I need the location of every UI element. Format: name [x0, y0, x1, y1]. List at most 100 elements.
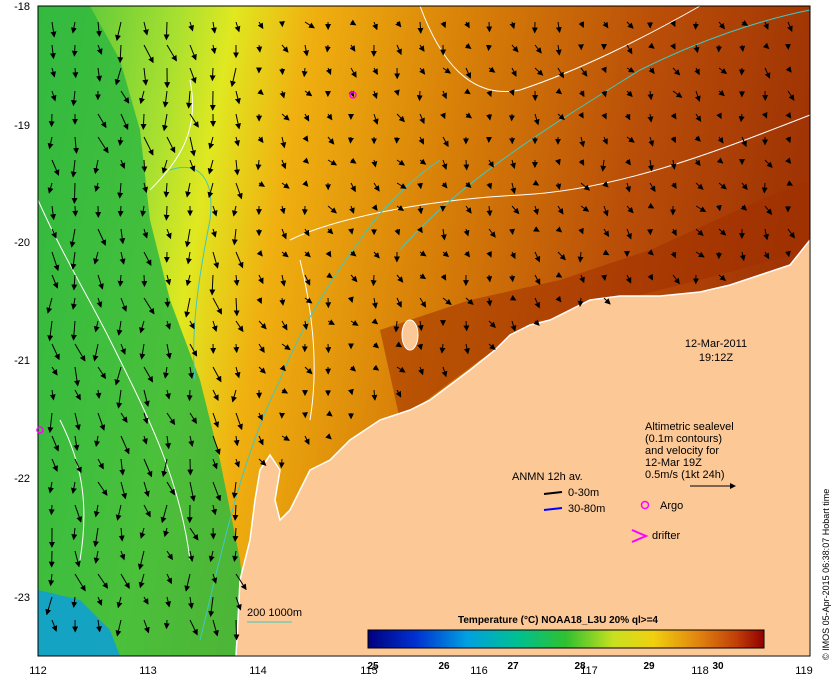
velocity-arrow	[787, 90, 795, 101]
velocity-arrow	[281, 182, 290, 189]
velocity-arrow	[510, 159, 516, 170]
velocity-arrow	[371, 159, 378, 168]
velocity-arrow	[258, 435, 264, 446]
velocity-arrow	[74, 458, 82, 474]
velocity-arrow	[303, 44, 310, 57]
velocity-arrow	[71, 274, 78, 291]
velocity-arrow	[694, 159, 701, 167]
velocity-arrow	[51, 458, 58, 472]
velocity-arrow	[230, 67, 237, 88]
velocity-arrow	[231, 389, 237, 403]
velocity-arrow	[232, 550, 239, 562]
velocity-arrow	[534, 44, 542, 54]
altimetry-note-line: Altimetric sealevel	[645, 421, 734, 433]
velocity-arrow	[648, 136, 655, 147]
lat-tick: -18	[14, 1, 30, 13]
velocity-arrow	[764, 159, 773, 169]
velocity-arrow	[118, 527, 125, 542]
velocity-arrow	[486, 21, 493, 33]
velocity-arrow	[93, 251, 100, 265]
velocity-arrow	[580, 182, 591, 191]
velocity-arrow	[70, 90, 77, 107]
velocity-arrow	[695, 113, 702, 123]
bathymetry-contours	[169, 9, 811, 641]
velocity-arrow	[47, 412, 54, 434]
velocity-arrow	[419, 297, 427, 308]
velocity-arrow	[211, 573, 218, 584]
velocity-arrow	[119, 550, 126, 561]
velocity-arrow	[165, 596, 171, 608]
velocity-arrow	[96, 596, 103, 606]
velocity-arrow	[670, 251, 677, 259]
velocity-arrow	[349, 205, 355, 214]
velocity-arrow	[509, 294, 517, 301]
velocity-arrow	[511, 67, 517, 77]
datetime-line2: 19:12Z	[699, 352, 734, 364]
velocity-arrow	[119, 228, 126, 245]
velocity-arrow	[739, 251, 746, 262]
velocity-arrow	[74, 366, 80, 387]
velocity-arrow	[488, 343, 496, 350]
velocity-arrow	[577, 251, 584, 263]
velocity-arrow	[302, 180, 309, 187]
velocity-arrow	[463, 320, 470, 332]
velocity-arrow	[511, 205, 520, 215]
velocity-arrow	[95, 21, 102, 37]
velocity-arrow	[73, 435, 80, 451]
velocity-arrow	[626, 228, 632, 240]
velocity-arrow	[93, 504, 100, 518]
bathy-label: 200 1000m	[247, 607, 302, 619]
velocity-arrow	[648, 67, 655, 75]
velocity-arrow	[142, 435, 148, 445]
velocity-arrow	[555, 182, 562, 190]
velocity-arrow	[208, 596, 215, 618]
velocity-arrow	[97, 136, 109, 154]
velocity-arrow	[670, 159, 677, 170]
velocity-arrow	[601, 274, 607, 281]
velocity-arrow	[578, 90, 585, 98]
velocity-arrow	[373, 182, 380, 192]
velocity-arrow	[325, 343, 332, 354]
velocity-arrow	[119, 251, 126, 265]
velocity-arrow	[324, 44, 331, 53]
velocity-arrow	[143, 366, 154, 383]
velocity-arrow	[256, 297, 262, 305]
velocity-arrow	[718, 228, 727, 236]
velocity-arrow	[396, 44, 402, 56]
velocity-arrow	[142, 228, 149, 239]
velocity-arrow	[464, 21, 470, 29]
velocity-arrow	[70, 251, 77, 270]
velocity-arrow	[211, 228, 217, 238]
velocity-arrow	[325, 250, 332, 258]
velocity-arrow	[647, 273, 653, 281]
velocity-arrow	[47, 320, 54, 342]
velocity-arrow	[234, 366, 241, 379]
velocity-arrow	[139, 527, 146, 539]
velocity-arrow	[281, 251, 289, 258]
velocity-arrow	[141, 274, 148, 288]
velocity-arrow	[281, 228, 287, 240]
velocity-arrow	[741, 20, 749, 26]
drifter-label: drifter	[652, 530, 680, 542]
velocity-arrow	[189, 44, 197, 61]
lat-tick: -19	[14, 120, 30, 132]
velocity-arrow	[165, 343, 172, 360]
velocity-arrow	[557, 205, 564, 215]
velocity-arrow	[465, 297, 474, 305]
velocity-arrow	[96, 67, 103, 82]
velocity-arrow	[763, 228, 770, 241]
colorbar-tick: 26	[438, 661, 450, 672]
velocity-arrow	[602, 136, 608, 145]
velocity-arrow	[117, 136, 124, 146]
velocity-arrow	[532, 179, 540, 186]
velocity-arrow	[419, 113, 425, 125]
velocity-arrow	[119, 159, 126, 170]
velocity-arrow	[114, 366, 122, 386]
velocity-arrow	[372, 21, 378, 31]
velocity-arrow	[184, 573, 191, 592]
velocity-arrow	[207, 159, 214, 175]
velocity-arrow	[349, 44, 356, 52]
velocity-arrow	[232, 504, 239, 521]
velocity-arrow	[396, 113, 405, 123]
velocity-arrow	[188, 366, 195, 379]
